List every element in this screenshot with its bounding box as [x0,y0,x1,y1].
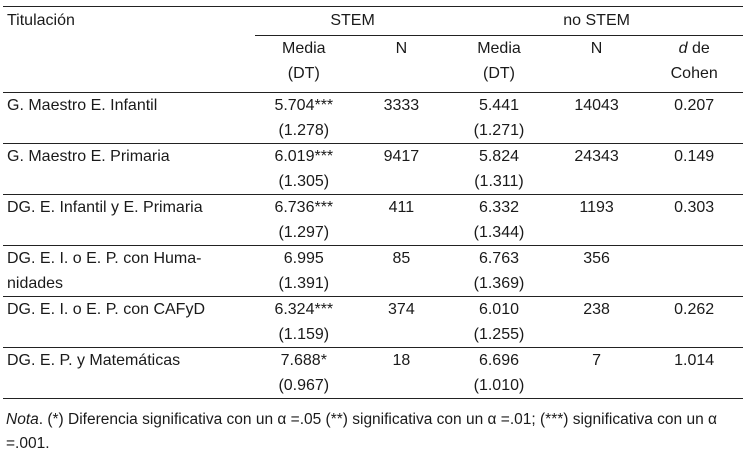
header-cohen-d: d de Cohen [645,35,743,93]
table-row: DG. E. P. y Matemáticas 7.688* (0.967) 1… [3,347,743,399]
header-titulacion: Titulación [3,6,255,36]
header-nostem-n: N [547,35,646,93]
header-group-stem: STEM [255,6,451,36]
cohen-d-cell: 0.149 [645,143,743,195]
results-table: Titulación STEM no STEM Media (DT) N Med… [3,6,743,399]
cohen-d-cell: 0.262 [645,296,743,348]
cohen-d-cell: 0.207 [645,92,743,144]
table-note: Nota. (*) Diferencia significativa con u… [6,408,751,456]
cohen-d-cell: 0.303 [645,194,743,246]
row-label: DG. E. Infantil y E. Primaria [3,194,255,246]
stem-mean-cell: 6.995 (1.391) [255,245,353,297]
stem-n-cell: 9417 [352,143,451,195]
header-nostem-media: Media (DT) [450,35,548,93]
nostem-mean-cell: 6.763 (1.369) [450,245,548,297]
table-row: DG. E. Infantil y E. Primaria 6.736*** (… [3,194,743,246]
nostem-n-cell: 24343 [547,143,646,195]
table-row: G. Maestro E. Primaria 6.019*** (1.305) … [3,143,743,195]
stem-mean-cell: 5.704*** (1.278) [255,92,353,144]
nostem-mean-cell: 6.696 (1.010) [450,347,548,399]
nostem-n-cell: 1193 [547,194,646,246]
nostem-mean-cell: 5.441 (1.271) [450,92,548,144]
nostem-mean-cell: 5.824 (1.311) [450,143,548,195]
nostem-mean-cell: 6.332 (1.344) [450,194,548,246]
row-label: G. Maestro E. Infantil [3,92,255,144]
stem-n-cell: 374 [352,296,451,348]
cohen-d-cell [645,245,743,297]
sub-header-row: Media (DT) N Media (DT) N d de Cohen [3,35,743,93]
stem-n-cell: 85 [352,245,451,297]
header-stem-n: N [352,35,451,93]
cohen-d-cell: 1.014 [645,347,743,399]
group-header-row: Titulación STEM no STEM [3,6,743,36]
nostem-n-cell: 238 [547,296,646,348]
note-text: . (*) Diferencia significativa con un α … [6,411,717,452]
stem-n-cell: 3333 [352,92,451,144]
nostem-mean-cell: 6.010 (1.255) [450,296,548,348]
header-group-no-stem: no STEM [450,6,743,36]
table-row: DG. E. I. o E. P. con Huma- nidades 6.99… [3,245,743,297]
row-label: DG. E. P. y Matemáticas [3,347,255,399]
stem-mean-cell: 6.736*** (1.297) [255,194,353,246]
table-row: DG. E. I. o E. P. con CAFyD 6.324*** (1.… [3,296,743,348]
stem-mean-cell: 7.688* (0.967) [255,347,353,399]
nostem-n-cell: 7 [547,347,646,399]
stem-mean-cell: 6.019*** (1.305) [255,143,353,195]
row-label: DG. E. I. o E. P. con Huma- nidades [3,245,255,297]
stem-mean-cell: 6.324*** (1.159) [255,296,353,348]
nostem-n-cell: 356 [547,245,646,297]
table-row: G. Maestro E. Infantil 5.704*** (1.278) … [3,92,743,144]
row-label: G. Maestro E. Primaria [3,143,255,195]
note-label: Nota [6,411,39,428]
row-label: DG. E. I. o E. P. con CAFyD [3,296,255,348]
d-symbol: d [678,40,688,57]
nostem-n-cell: 14043 [547,92,646,144]
stem-n-cell: 18 [352,347,451,399]
header-stem-media: Media (DT) [255,35,353,93]
stem-n-cell: 411 [352,194,451,246]
